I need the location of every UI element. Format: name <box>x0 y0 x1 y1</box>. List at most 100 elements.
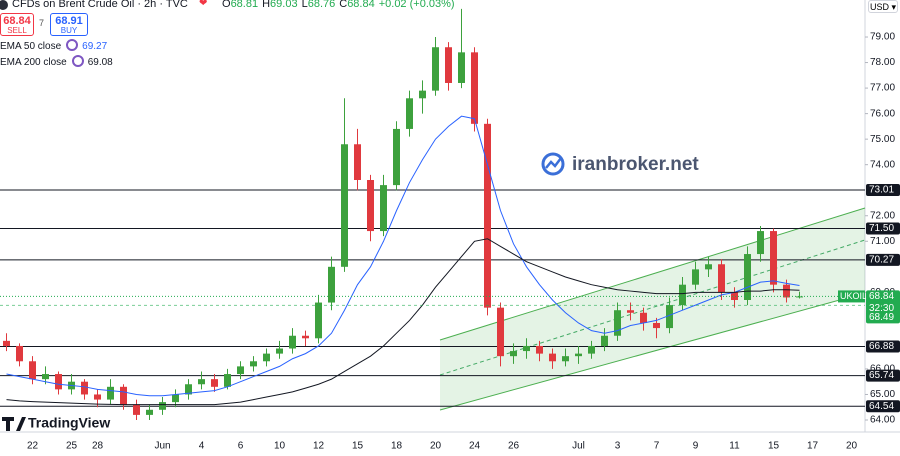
x-tick-label: 3 <box>615 441 621 452</box>
candle-body <box>81 381 88 395</box>
candle-body <box>536 345 543 354</box>
x-tick-label: Jul <box>572 441 585 452</box>
indicator-value: 69.08 <box>87 57 113 68</box>
indicator-name: EMA 50 close <box>0 41 62 52</box>
level-label: 64.54 <box>869 401 894 412</box>
candle-body <box>133 404 140 415</box>
candle-body <box>172 394 179 403</box>
indicator-row[interactable]: EMA 50 close 69.27 <box>0 39 107 52</box>
level-label-bg <box>866 340 900 353</box>
ema-line <box>6 238 800 406</box>
level-label: 71.50 <box>869 223 894 234</box>
candle-body <box>198 379 205 385</box>
candle-body <box>406 98 413 129</box>
x-tick-label: 10 <box>274 441 286 452</box>
candle-body <box>692 269 699 285</box>
indicator-value: 69.27 <box>82 41 108 52</box>
channel-mid <box>439 239 866 376</box>
candle-body <box>224 374 231 387</box>
y-tick-label: 78.00 <box>870 57 895 68</box>
candle-body <box>471 52 478 124</box>
candle-body <box>770 231 777 285</box>
level-label: 66.88 <box>869 341 894 352</box>
legend-value: 68.81 <box>230 0 259 10</box>
candle-body <box>55 374 62 390</box>
y-tick-label: 71.00 <box>870 236 895 247</box>
x-tick-label: Jun <box>154 441 170 452</box>
level-label: 65.74 <box>869 370 894 381</box>
legend-key: L <box>301 0 308 10</box>
candle-body <box>523 345 530 352</box>
y-tick-label: 64.00 <box>870 415 895 426</box>
level-label-bg <box>866 253 900 266</box>
candle-body <box>3 340 10 346</box>
candle-body <box>458 52 465 83</box>
candle-body <box>666 305 673 329</box>
x-tick-label: 6 <box>238 441 244 452</box>
indicator-icon <box>71 55 84 67</box>
candle-body <box>42 374 49 380</box>
watermark-text: iranbroker.net <box>572 154 699 175</box>
bid-price-label: 68.49 <box>869 312 894 323</box>
x-tick-label: 11 <box>729 441 740 452</box>
level-label-bg <box>866 400 900 413</box>
candle-body <box>484 123 491 308</box>
candle-body <box>419 90 426 99</box>
bid-price-bg <box>866 311 900 324</box>
candle-body <box>796 296 803 298</box>
plot: 64.0065.0066.0069.0071.0072.0074.0075.00… <box>0 8 900 452</box>
candle-body <box>393 128 400 186</box>
channel-lower <box>439 292 866 411</box>
buy-price: 68.91 <box>55 15 83 27</box>
channel-upper <box>439 207 866 341</box>
x-tick-label: 7 <box>654 441 660 452</box>
indicator-icon <box>66 39 79 51</box>
candle-body <box>120 386 127 405</box>
candle-body <box>601 335 608 346</box>
x-tick-label: 22 <box>27 441 39 452</box>
candle-body <box>159 402 166 410</box>
candle-body <box>107 386 114 400</box>
candle-body <box>562 356 569 362</box>
sell-label: SELL <box>7 26 27 35</box>
candle-body <box>718 264 725 293</box>
candle-body <box>146 409 153 415</box>
candle-body <box>640 312 647 323</box>
indicator-row[interactable]: EMA 200 close 69.08 <box>0 55 113 68</box>
x-tick-label: 20 <box>430 441 442 452</box>
channel-fill <box>440 208 865 410</box>
symbol-tag-bg <box>838 290 865 303</box>
x-tick-label: 25 <box>66 441 78 452</box>
buy-button[interactable]: 68.91 BUY <box>50 13 88 36</box>
candle-body <box>367 180 374 232</box>
x-tick-label: 4 <box>199 441 205 452</box>
y-tick-label: 66.00 <box>870 364 895 375</box>
y-tick-label: 79.00 <box>870 32 895 43</box>
x-tick-label: 15 <box>352 441 364 452</box>
candle-body <box>679 284 686 306</box>
sell-button[interactable]: 68.84 SELL <box>0 13 34 36</box>
x-tick-label: 18 <box>391 441 403 452</box>
countdown: 32:30 <box>869 303 894 314</box>
candle-body <box>16 345 23 362</box>
indicator-name: EMA 200 close <box>0 57 67 68</box>
buy-label: BUY <box>60 26 78 35</box>
last-price-bg <box>866 290 900 316</box>
candle-body <box>302 335 309 339</box>
currency-select[interactable]: USD ▾ <box>868 0 898 13</box>
legend-value: 68.84 <box>347 0 375 10</box>
candle-body <box>276 348 283 354</box>
x-tick-label: 17 <box>807 441 819 452</box>
x-tick-label: 24 <box>469 441 481 452</box>
candle-body <box>29 361 36 380</box>
candle-body <box>341 144 348 267</box>
candle-body <box>510 351 517 357</box>
level-label: 73.01 <box>869 185 894 196</box>
candle-body <box>315 302 322 339</box>
watermark: iranbroker.net <box>541 152 699 176</box>
candle-body <box>549 353 556 362</box>
x-tick-label: 28 <box>92 441 104 452</box>
symbol-tag: UKOIL <box>840 291 867 301</box>
y-tick-label: 75.00 <box>870 134 895 145</box>
candle-body <box>185 384 192 395</box>
